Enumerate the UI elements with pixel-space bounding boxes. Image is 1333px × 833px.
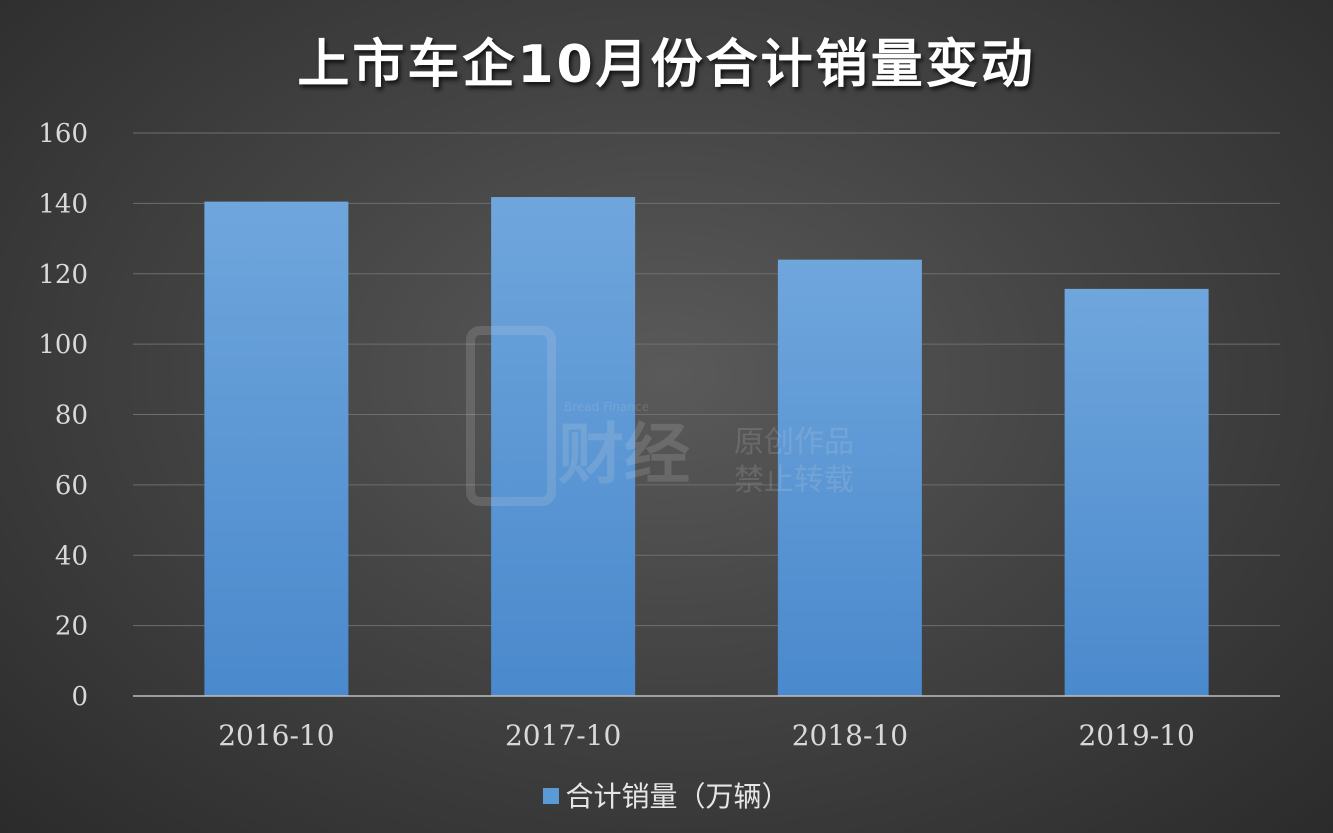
y-tick-label: 80 (55, 401, 88, 431)
y-tick-label: 160 (38, 119, 88, 149)
watermark-brand: 财经 (558, 416, 690, 493)
y-tick-label: 20 (55, 612, 88, 642)
y-tick-label: 60 (55, 471, 88, 501)
y-tick-label: 120 (38, 260, 88, 290)
y-tick-label: 100 (38, 330, 88, 360)
bar-2018-10 (777, 259, 922, 696)
watermark-line-2: 禁止转载 (734, 463, 854, 498)
x-tick-label: 2018-10 (792, 719, 908, 752)
legend-swatch (543, 788, 560, 804)
y-tick-label: 40 (55, 541, 88, 571)
watermark: Bread Finance 财经 原创作品 禁止转载 (466, 326, 876, 511)
y-tick-label: 0 (71, 682, 88, 712)
watermark-subtitle: Bread Finance (564, 400, 649, 414)
y-axis-ticks: 0 20 40 60 80 100 120 140 160 (38, 119, 88, 712)
y-tick-label: 140 (38, 189, 88, 219)
bars (204, 197, 1209, 696)
legend-label: 合计销量（万辆） (565, 780, 790, 813)
watermark-logo-icon (466, 326, 556, 506)
bar-2017-10 (491, 197, 636, 696)
legend: 合计销量（万辆） (0, 775, 1333, 815)
x-tick-label: 2016-10 (218, 719, 334, 752)
bar-2019-10 (1064, 288, 1209, 696)
x-tick-label: 2017-10 (505, 719, 621, 752)
chart-title: 上市车企10月份合计销量变动 (297, 35, 1036, 95)
x-axis-ticks: 2016-10 2017-10 2018-10 2019-10 (218, 719, 1195, 752)
x-tick-label: 2019-10 (1078, 719, 1194, 752)
bar-2016-10 (204, 201, 349, 696)
watermark-line-1: 原创作品 (734, 425, 854, 460)
